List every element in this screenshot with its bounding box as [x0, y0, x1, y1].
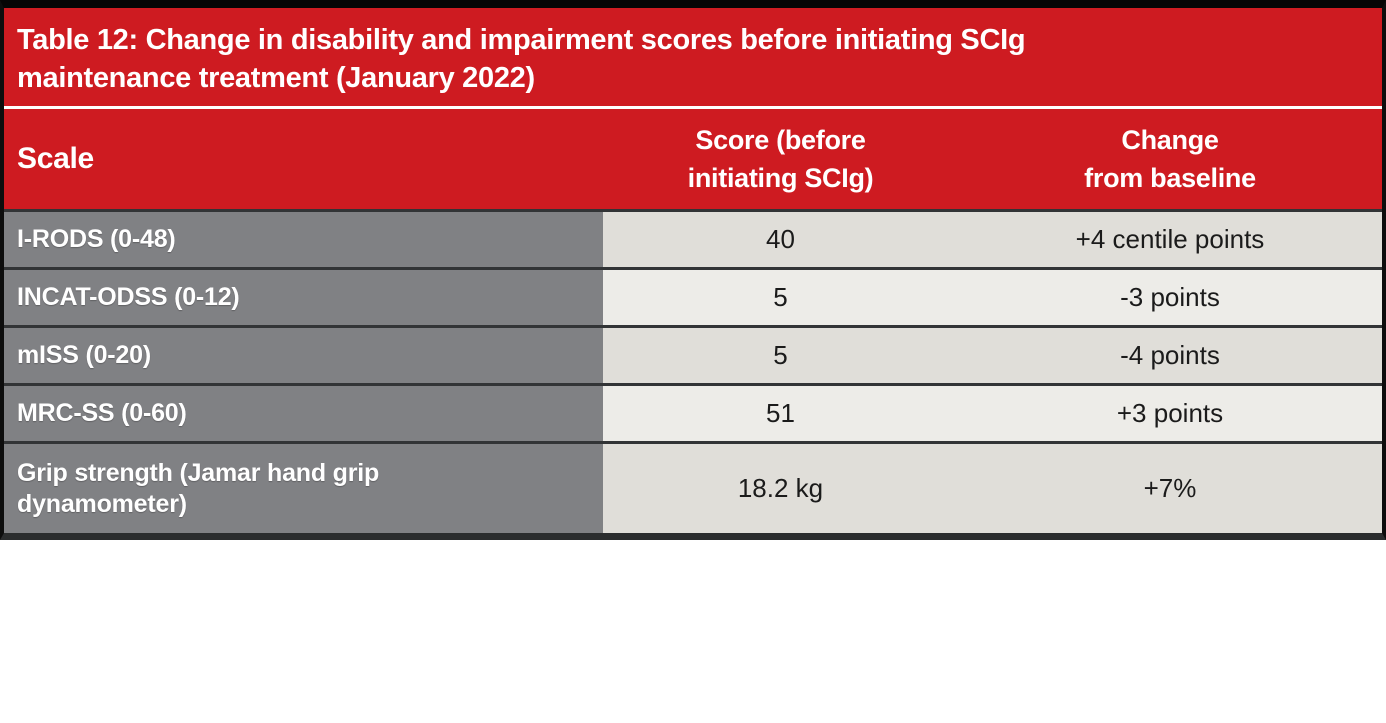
- row-change-cell: +7%: [958, 444, 1382, 533]
- table-row: mISS (0-20) 5 -4 points: [4, 325, 1382, 383]
- header-score-before: Score (before initiating SCIg): [687, 125, 874, 193]
- row-scale-cell: I-RODS (0-48): [4, 212, 603, 267]
- row-scale-cell: MRC-SS (0-60): [4, 386, 603, 441]
- title-divider: [11, 106, 1375, 109]
- table-header-row: Scale Score (before initiating SCIg) Cha…: [4, 109, 1382, 209]
- table-title: Table 12: Change in disability and impai…: [4, 8, 1382, 106]
- table-row: I-RODS (0-48) 40 +4 centile points: [4, 209, 1382, 267]
- header-scale: Scale: [17, 142, 94, 175]
- row-score-cell: 18.2 kg: [603, 444, 958, 533]
- row-score-cell: 40: [603, 212, 958, 267]
- row-score-cell: 51: [603, 386, 958, 441]
- header-change-from-baseline: Change from baseline: [1084, 125, 1256, 193]
- row-scale-cell: mISS (0-20): [4, 328, 603, 383]
- row-scale-cell: INCAT-ODSS (0-12): [4, 270, 603, 325]
- row-change-cell: -4 points: [958, 328, 1382, 383]
- row-score-cell: 5: [603, 270, 958, 325]
- row-change-cell: +4 centile points: [958, 212, 1382, 267]
- table-row: INCAT-ODSS (0-12) 5 -3 points: [4, 267, 1382, 325]
- table-row: MRC-SS (0-60) 51 +3 points: [4, 383, 1382, 441]
- row-scale-cell: Grip strength (Jamar hand grip dynamomet…: [4, 444, 603, 533]
- row-change-cell: -3 points: [958, 270, 1382, 325]
- table-row: Grip strength (Jamar hand grip dynamomet…: [4, 441, 1382, 533]
- scores-table: Table 12: Change in disability and impai…: [0, 0, 1386, 540]
- row-score-cell: 5: [603, 328, 958, 383]
- row-change-cell: +3 points: [958, 386, 1382, 441]
